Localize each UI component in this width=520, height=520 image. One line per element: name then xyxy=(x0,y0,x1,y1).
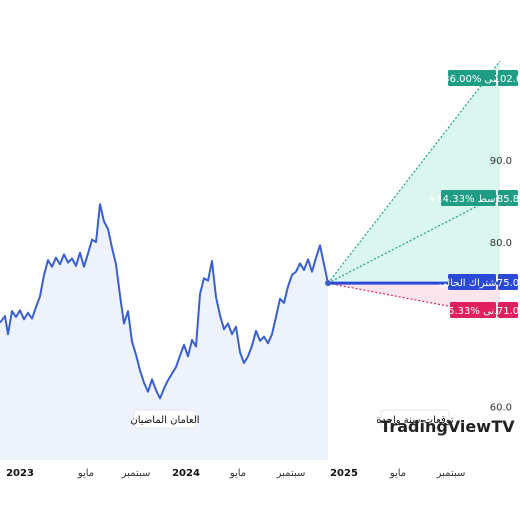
forecast-value-average: 85.8 xyxy=(497,194,519,205)
y-tick-label: 90.0 xyxy=(490,156,512,167)
forecast-value-low: 71.0 xyxy=(497,306,519,317)
forecast-value-current: 75.0 xyxy=(497,278,519,289)
forecast-label-average: ‎+14.33% متوسط xyxy=(428,194,509,205)
x-tick-label: مايو xyxy=(389,468,406,479)
forecast-label-current-bg xyxy=(448,274,496,290)
forecast-label-low-bg xyxy=(450,302,496,318)
x-tick-label: سبتمبر xyxy=(436,468,466,479)
annotation-past-two-years-box xyxy=(133,409,197,429)
annotation-past-two-years: العامان الماضيان xyxy=(130,415,199,426)
forecast-label-high: ‎+36.00% أقصى xyxy=(435,72,509,85)
forecast-label-high-bg xyxy=(448,70,496,86)
history-area xyxy=(0,204,328,460)
history-layer xyxy=(0,203,331,460)
y-tick-label: 80.0 xyxy=(490,238,512,249)
annotation-one-year-forecast-box xyxy=(380,409,450,429)
forecast-value-low-bg xyxy=(498,302,518,318)
current-price-point xyxy=(325,280,331,287)
forecast-line-high xyxy=(327,60,501,284)
x-tick-label: سبتمبر xyxy=(121,468,151,479)
x-tick-label: سبتمبر xyxy=(276,468,306,479)
forecast-value-high: 102.0 xyxy=(494,74,520,85)
x-tick-label: مايو xyxy=(77,468,94,479)
forecast-value-average-bg xyxy=(498,190,518,206)
forecast-value-current-bg xyxy=(498,274,518,290)
y-tick-label: 100.0 xyxy=(483,74,512,85)
tradingview-logo-icon: TV xyxy=(491,417,515,436)
forecast-label-current: الأشتراك الحالي xyxy=(439,276,505,289)
forecast-label-average-bg xyxy=(441,190,496,206)
annotation-one-year-forecast: توقعات سنة واحدة xyxy=(376,415,454,426)
price-line xyxy=(0,203,329,400)
x-tick-label: 2025 xyxy=(330,468,358,479)
x-tick-label: 2023 xyxy=(6,468,34,479)
tradingview-brand-text: TradingView xyxy=(380,417,491,436)
forecast-value-high-bg xyxy=(498,70,518,86)
forecast-line-average xyxy=(327,193,501,284)
axes-layer: 100.0 90.0 80.0 60.0 2023 مايو سبتمبر 2024 مايو س… xyxy=(6,74,512,479)
annotations-layer: العامان الماضيان توقعات سنة واحدة TVTradin… xyxy=(130,409,515,436)
x-tick-label: مايو xyxy=(229,468,246,479)
forecast-label-low: ‎-5.33% أدنى xyxy=(445,304,502,317)
y-tick-label: 60.0 xyxy=(490,403,512,414)
x-tick-label: 2024 xyxy=(172,468,200,479)
